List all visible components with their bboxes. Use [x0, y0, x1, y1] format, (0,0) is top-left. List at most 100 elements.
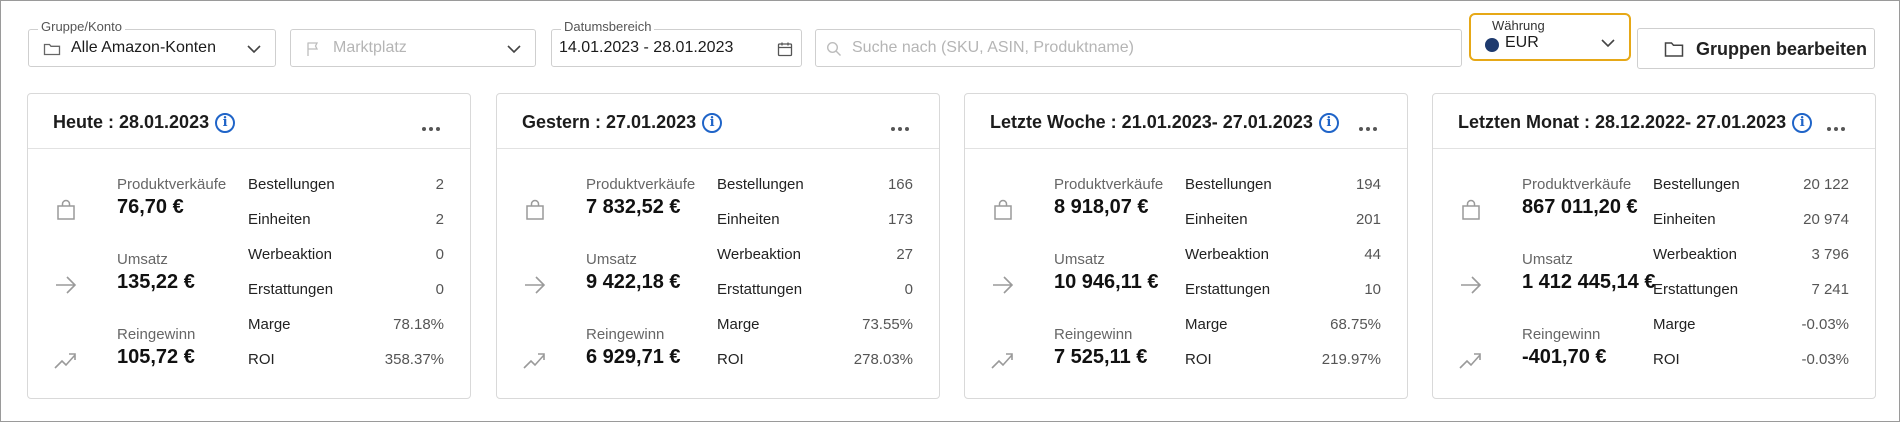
date-range-value: 14.01.2023 - 28.01.2023 — [559, 39, 734, 56]
more-options-icon[interactable] — [422, 118, 444, 131]
stat-label: Einheiten — [248, 211, 311, 228]
stat-row: Marge -0.03% — [1653, 316, 1849, 336]
marketplace-select[interactable]: Marktplatz — [290, 29, 536, 67]
group-account-select[interactable]: Gruppe/Konto Alle Amazon-Konten — [28, 20, 276, 67]
metric-value: 105,72 € — [117, 346, 195, 368]
date-range-field[interactable]: Datumsbereich 14.01.2023 - 28.01.2023 — [551, 20, 802, 67]
more-options-icon[interactable] — [891, 118, 913, 131]
info-icon[interactable]: i — [702, 113, 723, 133]
stat-label: Marge — [717, 316, 760, 333]
currency-value: EUR — [1505, 34, 1539, 51]
stat-row: Bestellungen 20 122 — [1653, 176, 1849, 196]
metric-block: Produktverkäufe 7 832,52 € — [523, 176, 695, 236]
metric-value: 6 929,71 € — [586, 346, 681, 368]
stat-value: 27 — [896, 246, 913, 263]
stat-label: Erstattungen — [1185, 281, 1271, 298]
stat-label: Bestellungen — [248, 176, 335, 193]
metric-value: 867 011,20 € — [1522, 196, 1638, 218]
folder-icon — [1664, 42, 1684, 57]
stat-label: Erstattungen — [717, 281, 803, 298]
stat-row: Erstattungen 7 241 — [1653, 281, 1849, 301]
stat-row: Bestellungen 194 — [1185, 176, 1381, 196]
stat-value: 219.97% — [1321, 351, 1381, 368]
metric-block: Umsatz 9 422,18 € — [523, 251, 683, 311]
stat-label: ROI — [717, 351, 744, 368]
search-icon — [826, 41, 841, 56]
metric-label: Umsatz — [117, 251, 168, 268]
stat-label: Werbeaktion — [717, 246, 801, 263]
search-placeholder: Suche nach (SKU, ASIN, Produktname) — [852, 39, 1134, 56]
search-field[interactable]: Suche nach (SKU, ASIN, Produktname) — [815, 29, 1462, 67]
card-title: Letzte Woche : 21.01.2023- 27.01.2023 i — [990, 112, 1339, 133]
currency-label: Währung — [1489, 19, 1548, 33]
stat-row: Einheiten 2 — [248, 211, 444, 231]
stat-label: Erstattungen — [1653, 281, 1739, 298]
card-title: Letzten Monat : 28.12.2022- 27.01.2023 i — [1458, 112, 1813, 133]
stat-value: 194 — [1355, 176, 1381, 193]
shopping-bag-icon — [523, 198, 547, 222]
stat-row: Marge 78.18% — [248, 316, 444, 336]
currency-select[interactable]: Währung EUR — [1469, 13, 1631, 61]
arrow-right-icon — [54, 273, 78, 297]
stat-label: Einheiten — [1653, 211, 1716, 228]
stat-label: ROI — [248, 351, 275, 368]
stat-row: Erstattungen 10 — [1185, 281, 1381, 301]
period-card: Heute : 28.01.2023 i Produktverkäufe 76,70… — [27, 93, 471, 399]
stat-value: 10 — [1364, 281, 1381, 298]
card-title: Gestern : 27.01.2023 i — [522, 112, 723, 133]
stat-row: Werbeaktion 44 — [1185, 246, 1381, 266]
stat-row: Bestellungen 2 — [248, 176, 444, 196]
stat-value: -0.03% — [1801, 316, 1849, 333]
edit-groups-button[interactable]: Gruppen bearbeiten — [1637, 28, 1875, 69]
stat-value: 0 — [435, 246, 444, 263]
stat-value: 73.55% — [862, 316, 913, 333]
metric-label: Umsatz — [586, 251, 637, 268]
currency-flag-icon — [1485, 38, 1499, 52]
stat-label: Werbeaktion — [1653, 246, 1737, 263]
card-title-text: Gestern : 27.01.2023 — [522, 112, 697, 132]
card-title-text: Heute : 28.01.2023 — [53, 112, 210, 132]
stat-value: 7 241 — [1811, 281, 1849, 298]
metric-label: Reingewinn — [1522, 326, 1601, 343]
metric-block: Produktverkäufe 8 918,07 € — [991, 176, 1163, 236]
metric-label: Reingewinn — [586, 326, 665, 343]
stat-label: Einheiten — [1185, 211, 1248, 228]
folder-icon — [43, 43, 61, 56]
trend-up-icon — [54, 348, 78, 372]
more-options-icon[interactable] — [1827, 118, 1849, 131]
stat-row: ROI -0.03% — [1653, 351, 1849, 371]
more-options-icon[interactable] — [1359, 118, 1381, 131]
stat-row: Werbeaktion 0 — [248, 246, 444, 266]
shopping-bag-icon — [54, 198, 78, 222]
stat-value: 3 796 — [1811, 246, 1849, 263]
stat-label: Werbeaktion — [1185, 246, 1269, 263]
metric-value: 7 525,11 € — [1054, 346, 1148, 368]
stat-row: Einheiten 20 974 — [1653, 211, 1849, 231]
group-account-value: Alle Amazon-Konten — [71, 39, 216, 56]
info-icon[interactable]: i — [1792, 113, 1813, 133]
metric-block: Produktverkäufe 867 011,20 € — [1459, 176, 1638, 236]
stat-value: 166 — [887, 176, 913, 193]
arrow-right-icon — [1459, 273, 1483, 297]
arrow-right-icon — [991, 273, 1015, 297]
metric-block: Reingewinn 6 929,71 € — [523, 326, 683, 386]
stat-label: Bestellungen — [717, 176, 804, 193]
stat-row: Erstattungen 0 — [717, 281, 913, 301]
arrow-right-icon — [523, 273, 547, 297]
info-icon[interactable]: i — [1318, 113, 1339, 133]
card-header: Letzte Woche : 21.01.2023- 27.01.2023 i — [965, 94, 1407, 149]
stat-value: -0.03% — [1801, 351, 1849, 368]
stat-row: ROI 278.03% — [717, 351, 913, 371]
chevron-down-icon — [1601, 39, 1615, 48]
metric-label: Reingewinn — [1054, 326, 1133, 343]
calendar-icon[interactable] — [777, 41, 793, 57]
metric-label: Umsatz — [1054, 251, 1105, 268]
card-header: Heute : 28.01.2023 i — [28, 94, 470, 149]
metric-label: Produktverkäufe — [1054, 176, 1164, 193]
stat-row: Bestellungen 166 — [717, 176, 913, 196]
info-icon[interactable]: i — [215, 113, 236, 133]
metric-block: Umsatz 10 946,11 € — [991, 251, 1159, 311]
stat-value: 278.03% — [853, 351, 913, 368]
trend-up-icon — [523, 348, 547, 372]
shopping-bag-icon — [1459, 198, 1483, 222]
